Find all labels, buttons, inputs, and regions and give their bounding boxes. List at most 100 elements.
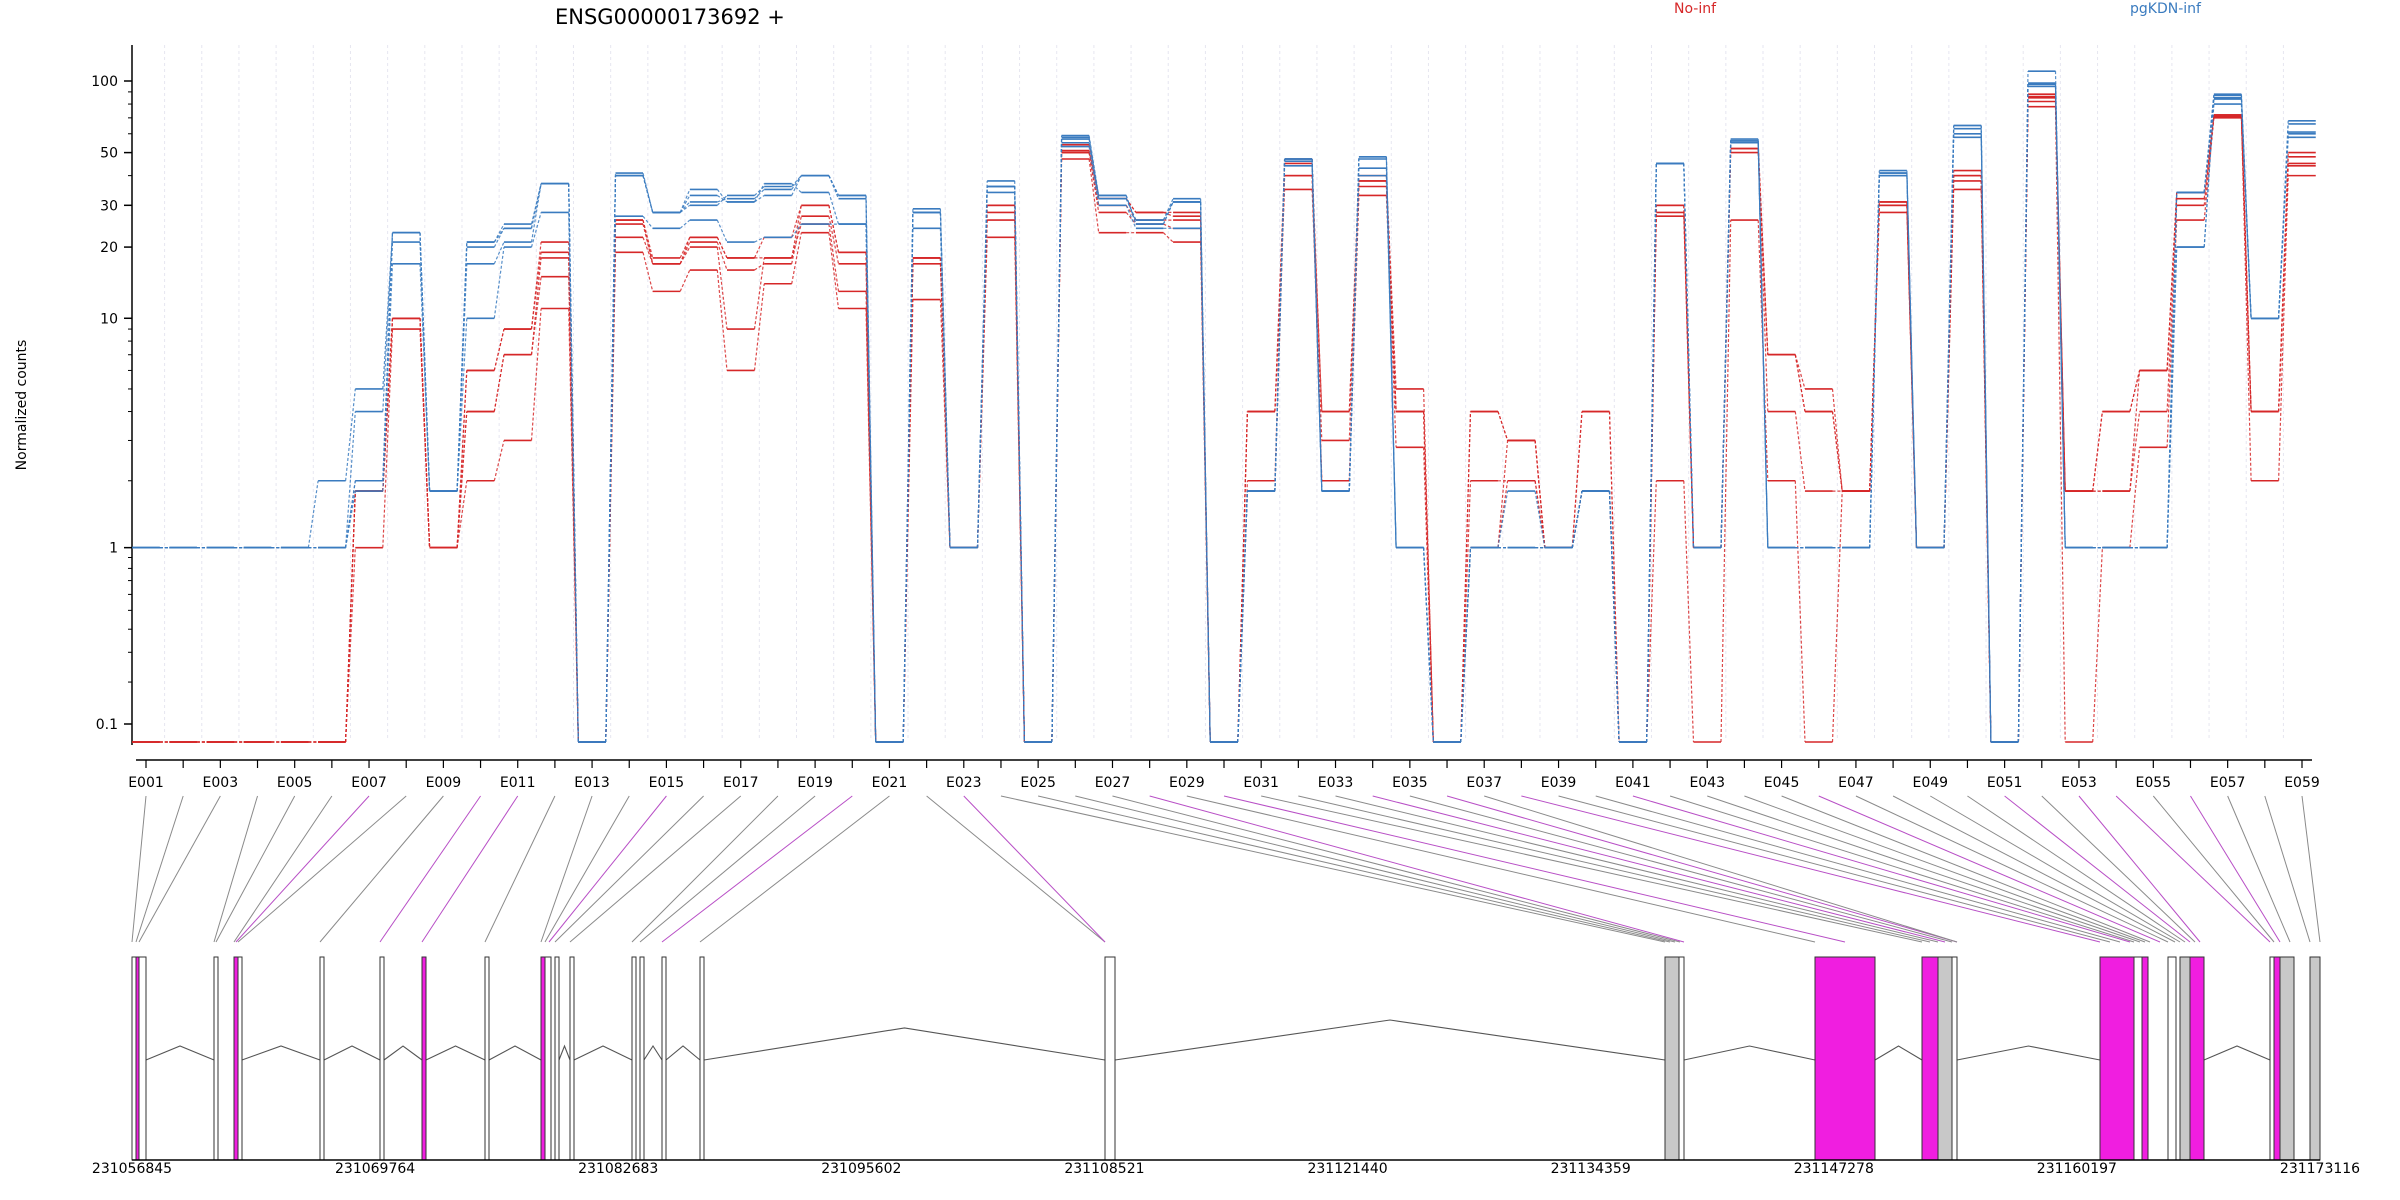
- intron-line: [573, 1045, 633, 1061]
- exon-connector-line: [2227, 795, 2291, 943]
- coordinate-label: 231082683: [578, 1161, 658, 1177]
- exon-block: [233, 956, 239, 1161]
- exon-connector-line: [2152, 795, 2275, 943]
- exon-block: [639, 956, 645, 1161]
- header: ENSG00000173692 + No-inf pgKDN-inf: [555, 1, 2202, 29]
- exon-block: [138, 956, 147, 1161]
- exon-tick-label: E049: [1912, 775, 1948, 791]
- exon-tick-label: E039: [1541, 775, 1577, 791]
- exon-tick-label: E015: [649, 775, 685, 791]
- exon-connector-lines: [131, 795, 2321, 943]
- exon-block: [1921, 956, 1939, 1161]
- exon-connector-line: [1967, 795, 2186, 943]
- exon-connector-line: [1298, 795, 1931, 943]
- series-connector-pgkdn-inf-6: [159, 86, 2289, 743]
- exon-connector-line: [2115, 795, 2271, 943]
- exon-block: [699, 956, 705, 1161]
- exon-connector-line: [1000, 795, 1666, 943]
- coordinate-label: 231069764: [335, 1161, 415, 1177]
- exon-connector-line: [548, 795, 667, 943]
- exon-connector-line: [2078, 795, 2201, 943]
- exon-tick-label: E025: [1020, 775, 1056, 791]
- exon-block: [554, 956, 560, 1161]
- exon-connector-line: [1186, 795, 1816, 943]
- coordinate-label: 231134359: [1551, 1161, 1631, 1177]
- exon-tick-label: E051: [1987, 775, 2023, 791]
- exon-tick-label: E043: [1689, 775, 1725, 791]
- exon-connector-line: [926, 795, 1106, 943]
- exon-tick-label: E033: [1318, 775, 1354, 791]
- exon-connector-line: [1484, 795, 1958, 943]
- intron-line: [703, 1027, 1106, 1061]
- series-connector-pgkdn-inf-8: [159, 71, 2289, 743]
- exon-tick-label: E017: [723, 775, 759, 791]
- exon-tick-label: E013: [574, 775, 610, 791]
- exon-connector-line: [661, 795, 853, 943]
- intron-line: [2203, 1045, 2271, 1061]
- exon-connector-line: [2190, 795, 2281, 943]
- exon-tick-label: E053: [2061, 775, 2097, 791]
- y-tick-label: 10: [100, 311, 118, 327]
- exon-connector-line: [213, 795, 258, 943]
- series-connector-no-inf-4: [159, 96, 2289, 743]
- exon-block: [1937, 956, 1953, 1161]
- y-tick-label: 1: [109, 541, 118, 557]
- series-connector-no-inf-0: [159, 106, 2289, 743]
- exon-connector-line: [319, 795, 444, 943]
- series-layer: [132, 70, 2316, 743]
- exon-tick-label: E031: [1243, 775, 1279, 791]
- exon-tick-label: E047: [1838, 775, 1874, 791]
- y-tick-label: 30: [100, 198, 118, 214]
- exon-block: [2167, 956, 2177, 1161]
- intron-line: [1956, 1045, 2101, 1061]
- exon-tick-label: E023: [946, 775, 982, 791]
- intron-line: [1114, 1019, 1666, 1061]
- exon-connector-line: [1335, 795, 1939, 943]
- exon-connector-line: [1892, 795, 2176, 943]
- exon-block: [237, 956, 243, 1161]
- exon-connector-line: [138, 795, 221, 943]
- y-tick-label: 0.1: [96, 717, 118, 733]
- exon-block: [1814, 956, 1876, 1161]
- exon-connector-line: [540, 795, 593, 943]
- exon-block: [1678, 956, 1685, 1161]
- exon-block: [661, 956, 667, 1161]
- exon-connector-line: [2264, 795, 2311, 943]
- exon-tick-label: E021: [872, 775, 908, 791]
- exon-connector-line: [544, 795, 630, 943]
- intron-line: [643, 1044, 663, 1061]
- exon-connector-line: [1595, 795, 2121, 943]
- series-connector-no-inf-3: [159, 94, 2289, 743]
- x-axis: E001 E003 E005 E007 E009 E011 E013 E015 E017 E019…: [128, 759, 2320, 791]
- exon-block: [319, 956, 325, 1161]
- exon-tick-label: E029: [1169, 775, 1205, 791]
- exon-tick-label: E005: [277, 775, 313, 791]
- exon-connector-line: [1075, 795, 1676, 943]
- exon-tick-label: E057: [2210, 775, 2246, 791]
- intron-line: [241, 1045, 321, 1061]
- exon-connector-line: [1261, 795, 1923, 943]
- exon-block: [1951, 956, 1958, 1161]
- exon-block: [631, 956, 637, 1161]
- coordinate-label: 231121440: [1307, 1161, 1387, 1177]
- exon-connector-line: [131, 795, 147, 943]
- exon-connector-line: [1744, 795, 2146, 943]
- exon-connector-line: [1855, 795, 2169, 943]
- gene-model-track: [131, 956, 2321, 1161]
- exon-connector-line: [421, 795, 519, 943]
- exon-connector-line: [2004, 795, 2191, 943]
- exon-block: [569, 956, 575, 1161]
- exon-block: [379, 956, 385, 1161]
- intron-line: [323, 1045, 381, 1061]
- series-connector-pgkdn-inf-5: [159, 86, 2289, 743]
- exon-block: [2279, 956, 2295, 1161]
- exon-connector-line: [1558, 795, 2111, 943]
- exon-block: [2269, 956, 2275, 1161]
- exon-block: [2099, 956, 2135, 1161]
- series-connector-no-inf-2: [159, 97, 2289, 743]
- exon-block: [2309, 956, 2321, 1161]
- chart-title: ENSG00000173692 +: [555, 5, 785, 29]
- exon-connector-line: [639, 795, 816, 943]
- exon-connector-line: [1930, 795, 2181, 943]
- exon-connector-line: [699, 795, 890, 943]
